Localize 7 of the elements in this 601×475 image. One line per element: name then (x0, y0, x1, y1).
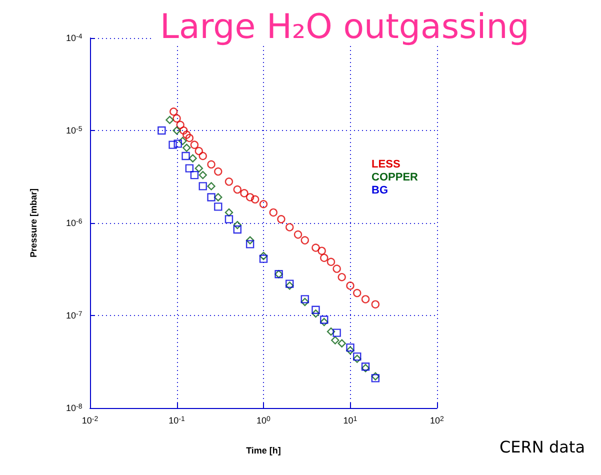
chart-title: Large H₂O outgassing (160, 7, 530, 47)
text: LESS (372, 158, 400, 170)
x-axis-title: Time [h] (246, 446, 281, 456)
text: COPPER (372, 172, 418, 184)
text: BG (372, 184, 388, 196)
y-axis-title: Pressure [mbar] (28, 188, 38, 258)
text: CERN data (500, 438, 586, 456)
